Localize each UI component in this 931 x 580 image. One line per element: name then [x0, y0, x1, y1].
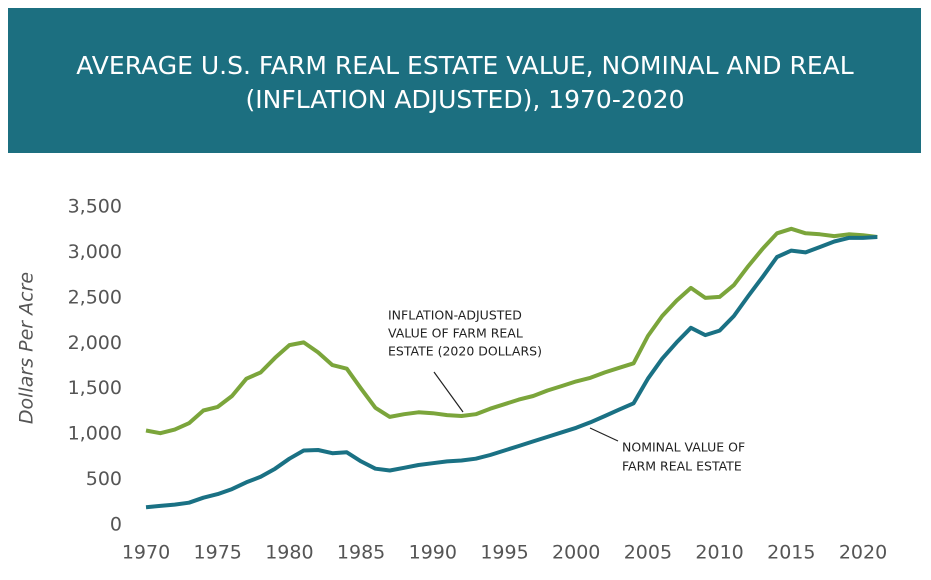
- y-tick-label: 2,500: [68, 286, 122, 308]
- y-tick-label: 3,000: [68, 241, 122, 263]
- x-tick-label: 2015: [767, 542, 815, 564]
- x-tick-label: 2005: [624, 542, 672, 564]
- annotation: INFLATION-ADJUSTED: [388, 308, 522, 323]
- title-banner: [8, 8, 921, 153]
- annotation-leader: [433, 371, 464, 413]
- chart-title: (INFLATION ADJUSTED), 1970-2020: [246, 85, 685, 114]
- y-tick-label: 500: [86, 468, 122, 490]
- y-tick-label: 2,000: [68, 332, 122, 354]
- x-tick-label: 1970: [122, 542, 170, 564]
- y-tick-label: 3,500: [68, 196, 122, 218]
- x-tick-label: 2020: [839, 542, 887, 564]
- y-tick-label: 1,000: [68, 423, 122, 445]
- annotation: ESTATE (2020 DOLLARS): [388, 344, 542, 359]
- series-line: [145, 235, 878, 510]
- annotation-leader: [589, 427, 619, 442]
- y-axis-label: Dollars Per Acre: [16, 272, 38, 424]
- y-tick-label: 0: [110, 514, 122, 536]
- x-tick-label: 1975: [194, 542, 242, 564]
- x-tick-label: 1995: [480, 542, 528, 564]
- annotation: FARM REAL ESTATE: [622, 459, 742, 474]
- annotation: NOMINAL VALUE OF: [622, 440, 745, 455]
- x-tick-label: 1985: [337, 542, 385, 564]
- annotation: VALUE OF FARM REAL: [388, 326, 523, 341]
- y-tick-label: 1,500: [68, 377, 122, 399]
- x-tick-label: 1990: [409, 542, 457, 564]
- x-tick-label: 2010: [695, 542, 743, 564]
- chart-title: AVERAGE U.S. FARM REAL ESTATE VALUE, NOM…: [76, 51, 853, 80]
- x-tick-label: 1980: [265, 542, 313, 564]
- x-tick-label: 2000: [552, 542, 600, 564]
- series-line: [145, 226, 878, 436]
